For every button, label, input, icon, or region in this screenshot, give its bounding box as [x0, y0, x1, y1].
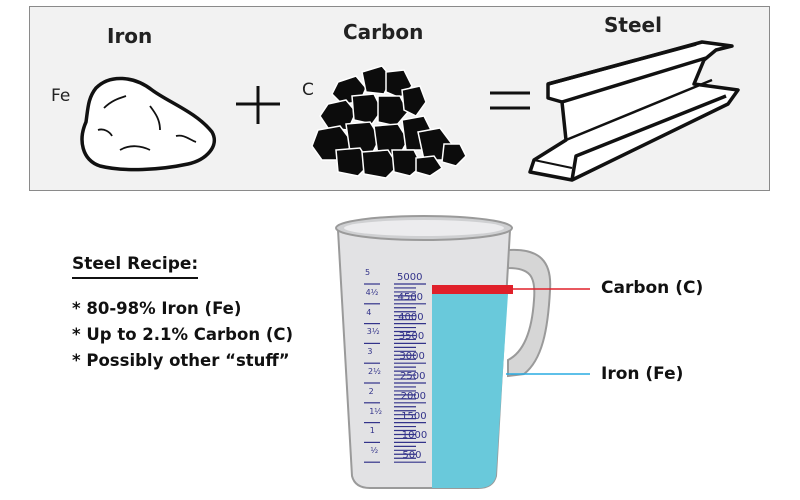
cup-mark-label: 1½	[369, 406, 383, 416]
ml-mark-label: 3000	[399, 351, 425, 363]
iron-callout-label: Iron (Fe)	[601, 364, 684, 384]
cup-mark-label: 3½	[366, 327, 380, 337]
recipe-title: Steel Recipe:	[72, 254, 199, 279]
iron-symbol: Fe	[51, 86, 71, 106]
measuring-cup	[335, 215, 552, 489]
cup-mark-label: 3	[367, 347, 373, 357]
cup-mark-label: 4½	[365, 287, 379, 297]
ml-mark-label: 2500	[400, 371, 426, 382]
steel-beam-icon	[528, 40, 740, 182]
recipe-item-iron: * 80-98% Iron (Fe)	[72, 299, 242, 318]
ml-mark-label: 3500	[398, 331, 425, 343]
carbon-symbol: C	[302, 80, 314, 100]
ml-mark-label: 2000	[400, 390, 427, 402]
cup-mark-label: 2	[368, 386, 374, 396]
plus-sign	[236, 86, 280, 124]
ml-mark-label: 4500	[397, 291, 424, 303]
ml-mark-label: 1500	[401, 410, 427, 422]
ml-mark-label: 4000	[398, 311, 424, 323]
cup-mark-label: 4	[366, 307, 372, 317]
carbon-callout-label: Carbon (C)	[601, 278, 704, 298]
carbon-label: Carbon	[343, 20, 424, 44]
cup-mark-label: 5	[365, 268, 371, 277]
iron-rock-icon	[80, 76, 216, 172]
recipe-list: * 80-98% Iron (Fe) * Up to 2.1% Carbon (…	[72, 296, 293, 374]
steel-label: Steel	[604, 13, 662, 37]
recipe-item-carbon: * Up to 2.1% Carbon (C)	[72, 325, 294, 344]
recipe-item-other: * Possibly other “stuff”	[72, 351, 290, 370]
equals-sign	[490, 91, 530, 110]
iron-label: Iron	[107, 24, 153, 48]
ml-mark-label: 5000	[397, 272, 423, 283]
cup-mark-label: ½	[370, 446, 379, 456]
ml-mark-label: 1000	[401, 430, 428, 442]
ml-mark-label: 500	[402, 450, 422, 462]
carbon-pile-icon	[311, 65, 467, 179]
cup-mark-label: 1	[369, 426, 375, 436]
cup-mark-label: 2½	[368, 367, 381, 376]
